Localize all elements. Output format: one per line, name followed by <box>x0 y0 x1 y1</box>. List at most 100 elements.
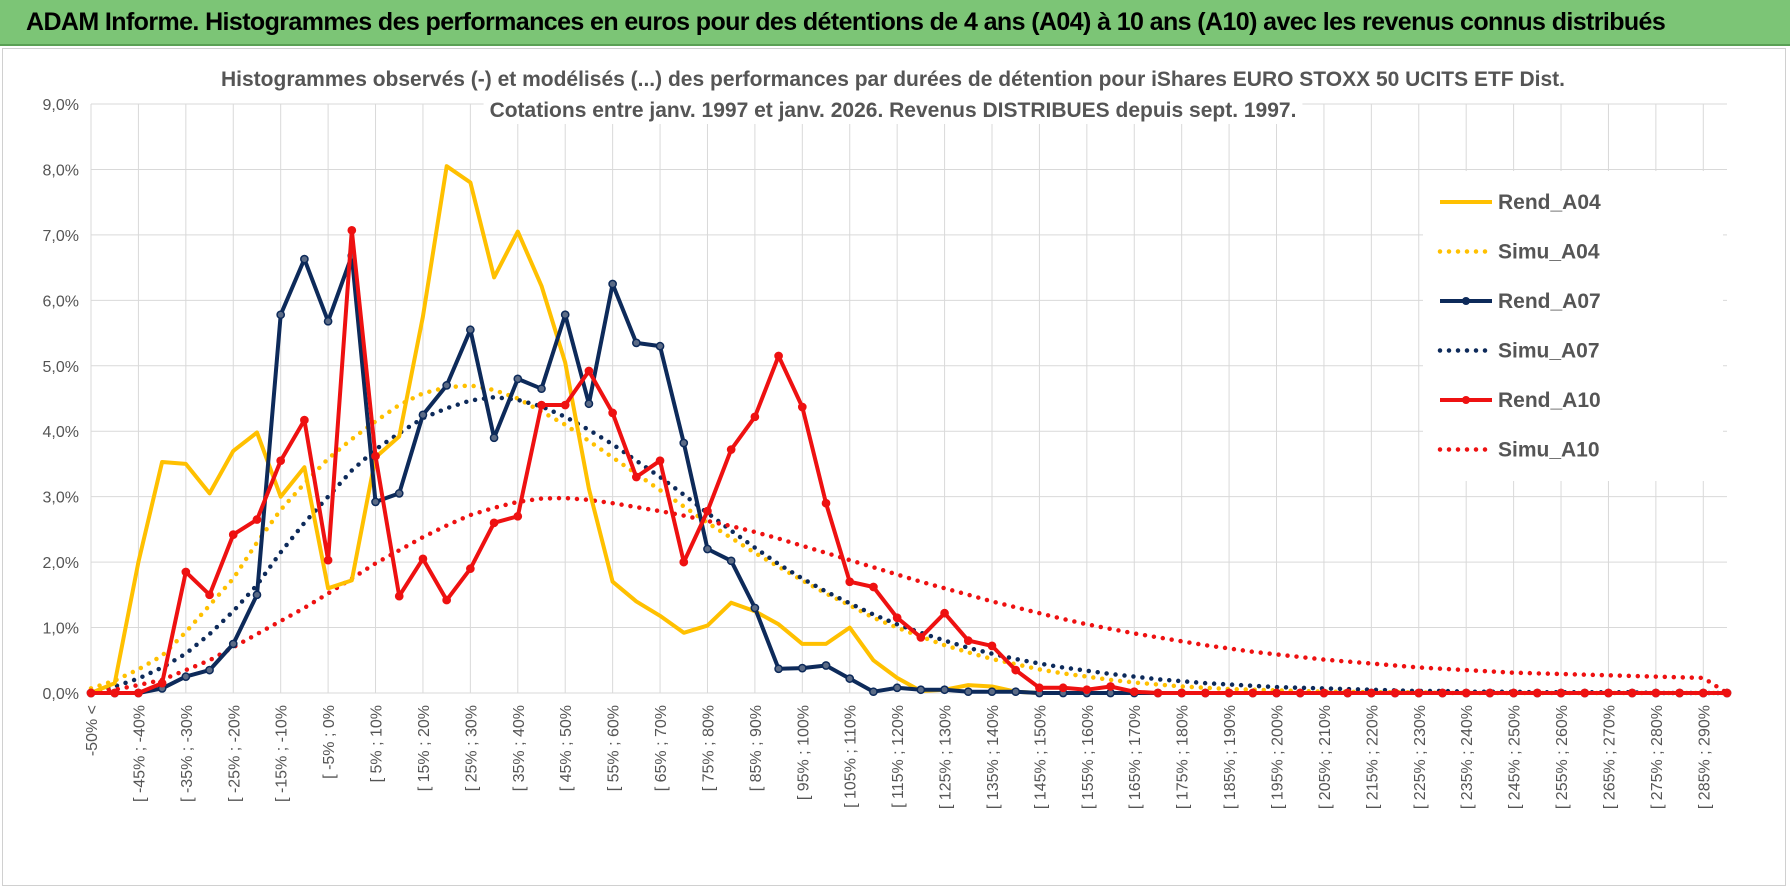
x-tick-label: [ 215% ; 220% <box>1364 705 1381 809</box>
data-point-rend_a07 <box>181 672 191 681</box>
data-point-rend_a07 <box>300 254 309 264</box>
x-tick-label: [ 225% ; 230% <box>1412 705 1429 809</box>
legend-marker-rend_a10 <box>1462 396 1470 404</box>
chart-title-background <box>215 66 1571 93</box>
y-tick-label: 4,0% <box>43 424 79 441</box>
data-point-rend_a10 <box>276 456 286 466</box>
data-point-rend_a10 <box>371 451 380 461</box>
data-point-rend_a10 <box>1722 688 1732 698</box>
data-point-rend_a10 <box>1343 688 1352 698</box>
chart-title-line-2: Cotations entre janv. 1997 et janv. 2026… <box>490 99 1297 122</box>
chart-frame: 0,0% 1,0% 2,0% 3,0% 4,0% 5,0% 6,0% 7,0% 8,0% 9,0%… <box>2 48 1786 886</box>
legend-label-rend_a10: Rend_A10 <box>1498 389 1601 412</box>
data-point-rend_a10 <box>963 636 973 645</box>
data-point-rend_a07 <box>323 316 333 326</box>
y-tick-label: 3,0% <box>43 490 79 507</box>
chart-title-line-1: Histogrammes observés (-) et modélisés (… <box>221 68 1565 91</box>
y-tick-label: 8,0% <box>43 162 79 179</box>
data-point-rend_a07 <box>726 556 736 566</box>
data-point-rend_a07 <box>252 590 262 600</box>
data-point-rend_a07 <box>679 438 689 448</box>
data-point-rend_a10 <box>1627 688 1637 698</box>
data-point-rend_a10 <box>608 408 617 418</box>
series-line-simu_a10 <box>88 495 1730 696</box>
data-point-rend_a07 <box>466 325 475 335</box>
data-point-rend_a10 <box>110 688 120 698</box>
x-tick-label: [ 45% ; 50% <box>558 705 575 791</box>
data-point-rend_a07 <box>418 410 428 420</box>
data-point-rend_a10 <box>157 678 167 688</box>
data-point-rend_a10 <box>869 582 878 592</box>
data-point-rend_a10 <box>1604 688 1613 698</box>
x-tick-label: [ 185% ; 190% <box>1222 705 1239 809</box>
x-tick-label: [ 125% ; 130% <box>938 705 955 809</box>
data-point-rend_a10 <box>134 688 143 698</box>
y-tick-label: 9,0% <box>43 97 79 114</box>
data-point-rend_a10 <box>1035 683 1044 693</box>
x-tick-label: [ 245% ; 250% <box>1507 705 1524 809</box>
data-point-rend_a07 <box>940 685 949 695</box>
data-point-rend_a10 <box>1580 688 1590 698</box>
x-tick-label: [ 105% ; 110% <box>843 705 860 808</box>
chart-legend: Rend_A04 Simu_A04 Rend_A07 Simu_A07 Rend_A10… <box>1423 171 1723 481</box>
data-point-rend_a07 <box>608 279 617 289</box>
chart-title-background <box>483 97 1303 124</box>
data-point-rend_a10 <box>1319 688 1329 698</box>
data-point-rend_a10 <box>252 515 262 524</box>
legend-label-rend_a07: Rend_A07 <box>1498 290 1601 313</box>
data-point-rend_a10 <box>1698 688 1708 698</box>
data-point-rend_a07 <box>869 687 878 697</box>
data-point-rend_a10 <box>987 641 997 651</box>
data-point-rend_a10 <box>1390 688 1400 698</box>
y-tick-label: 0,0% <box>43 686 79 703</box>
x-tick-label: [ 25% ; 30% <box>463 705 480 791</box>
data-point-rend_a10 <box>940 608 949 618</box>
x-tick-label: [ 235% ; 240% <box>1459 705 1476 809</box>
page-title: ADAM Informe. Histogrammes des performan… <box>26 8 1666 36</box>
x-tick-label: [ 95% ; 100% <box>795 705 812 800</box>
data-point-rend_a07 <box>845 674 855 683</box>
x-tick-label: [ 155% ; 160% <box>1080 705 1097 809</box>
data-point-rend_a07 <box>797 663 807 673</box>
data-point-rend_a07 <box>394 489 404 498</box>
data-point-rend_a10 <box>1651 688 1661 698</box>
data-point-rend_a07 <box>537 384 546 394</box>
data-point-rend_a07 <box>987 687 997 697</box>
x-tick-label: [ 255% ; 260% <box>1554 705 1571 809</box>
x-tick-label: [ -15% ; -10% <box>274 705 291 802</box>
legend-label-simu_a10: Simu_A10 <box>1498 439 1600 462</box>
data-point-rend_a10 <box>205 590 214 600</box>
x-tick-label: [ 35% ; 40% <box>511 705 528 791</box>
data-point-rend_a07 <box>892 683 902 693</box>
data-point-rend_a07 <box>513 374 523 384</box>
data-point-rend_a10 <box>418 554 428 564</box>
x-tick-label: [ 85% ; 90% <box>748 705 765 791</box>
data-point-rend_a10 <box>1532 688 1542 698</box>
data-point-rend_a10 <box>1129 687 1139 697</box>
data-point-rend_a10 <box>797 402 807 412</box>
data-point-rend_a10 <box>703 506 712 516</box>
data-point-rend_a07 <box>442 381 452 390</box>
data-point-rend_a10 <box>1438 688 1447 698</box>
data-point-rend_a07 <box>916 685 926 695</box>
y-tick-label: 5,0% <box>43 359 79 376</box>
y-tick-label: 1,0% <box>43 621 79 638</box>
x-tick-label: [ 15% ; 20% <box>416 705 433 791</box>
data-point-rend_a10 <box>892 613 902 623</box>
data-point-rend_a10 <box>537 400 546 410</box>
data-point-rend_a07 <box>560 310 570 320</box>
data-point-rend_a10 <box>845 577 855 587</box>
data-point-rend_a07 <box>205 665 214 675</box>
data-point-rend_a10 <box>726 445 736 454</box>
data-point-rend_a10 <box>655 456 665 466</box>
data-point-rend_a10 <box>821 498 831 508</box>
data-point-rend_a07 <box>750 603 760 613</box>
data-point-rend_a10 <box>1106 682 1115 691</box>
data-point-rend_a07 <box>371 497 380 507</box>
series-line-simu_a07 <box>88 394 1730 696</box>
data-point-rend_a10 <box>1177 688 1187 698</box>
data-point-rend_a10 <box>1509 688 1518 698</box>
x-tick-label: [ 5% ; 10% <box>369 705 386 782</box>
x-tick-label: [ 195% ; 200% <box>1270 705 1287 809</box>
data-point-rend_a07 <box>489 433 499 443</box>
